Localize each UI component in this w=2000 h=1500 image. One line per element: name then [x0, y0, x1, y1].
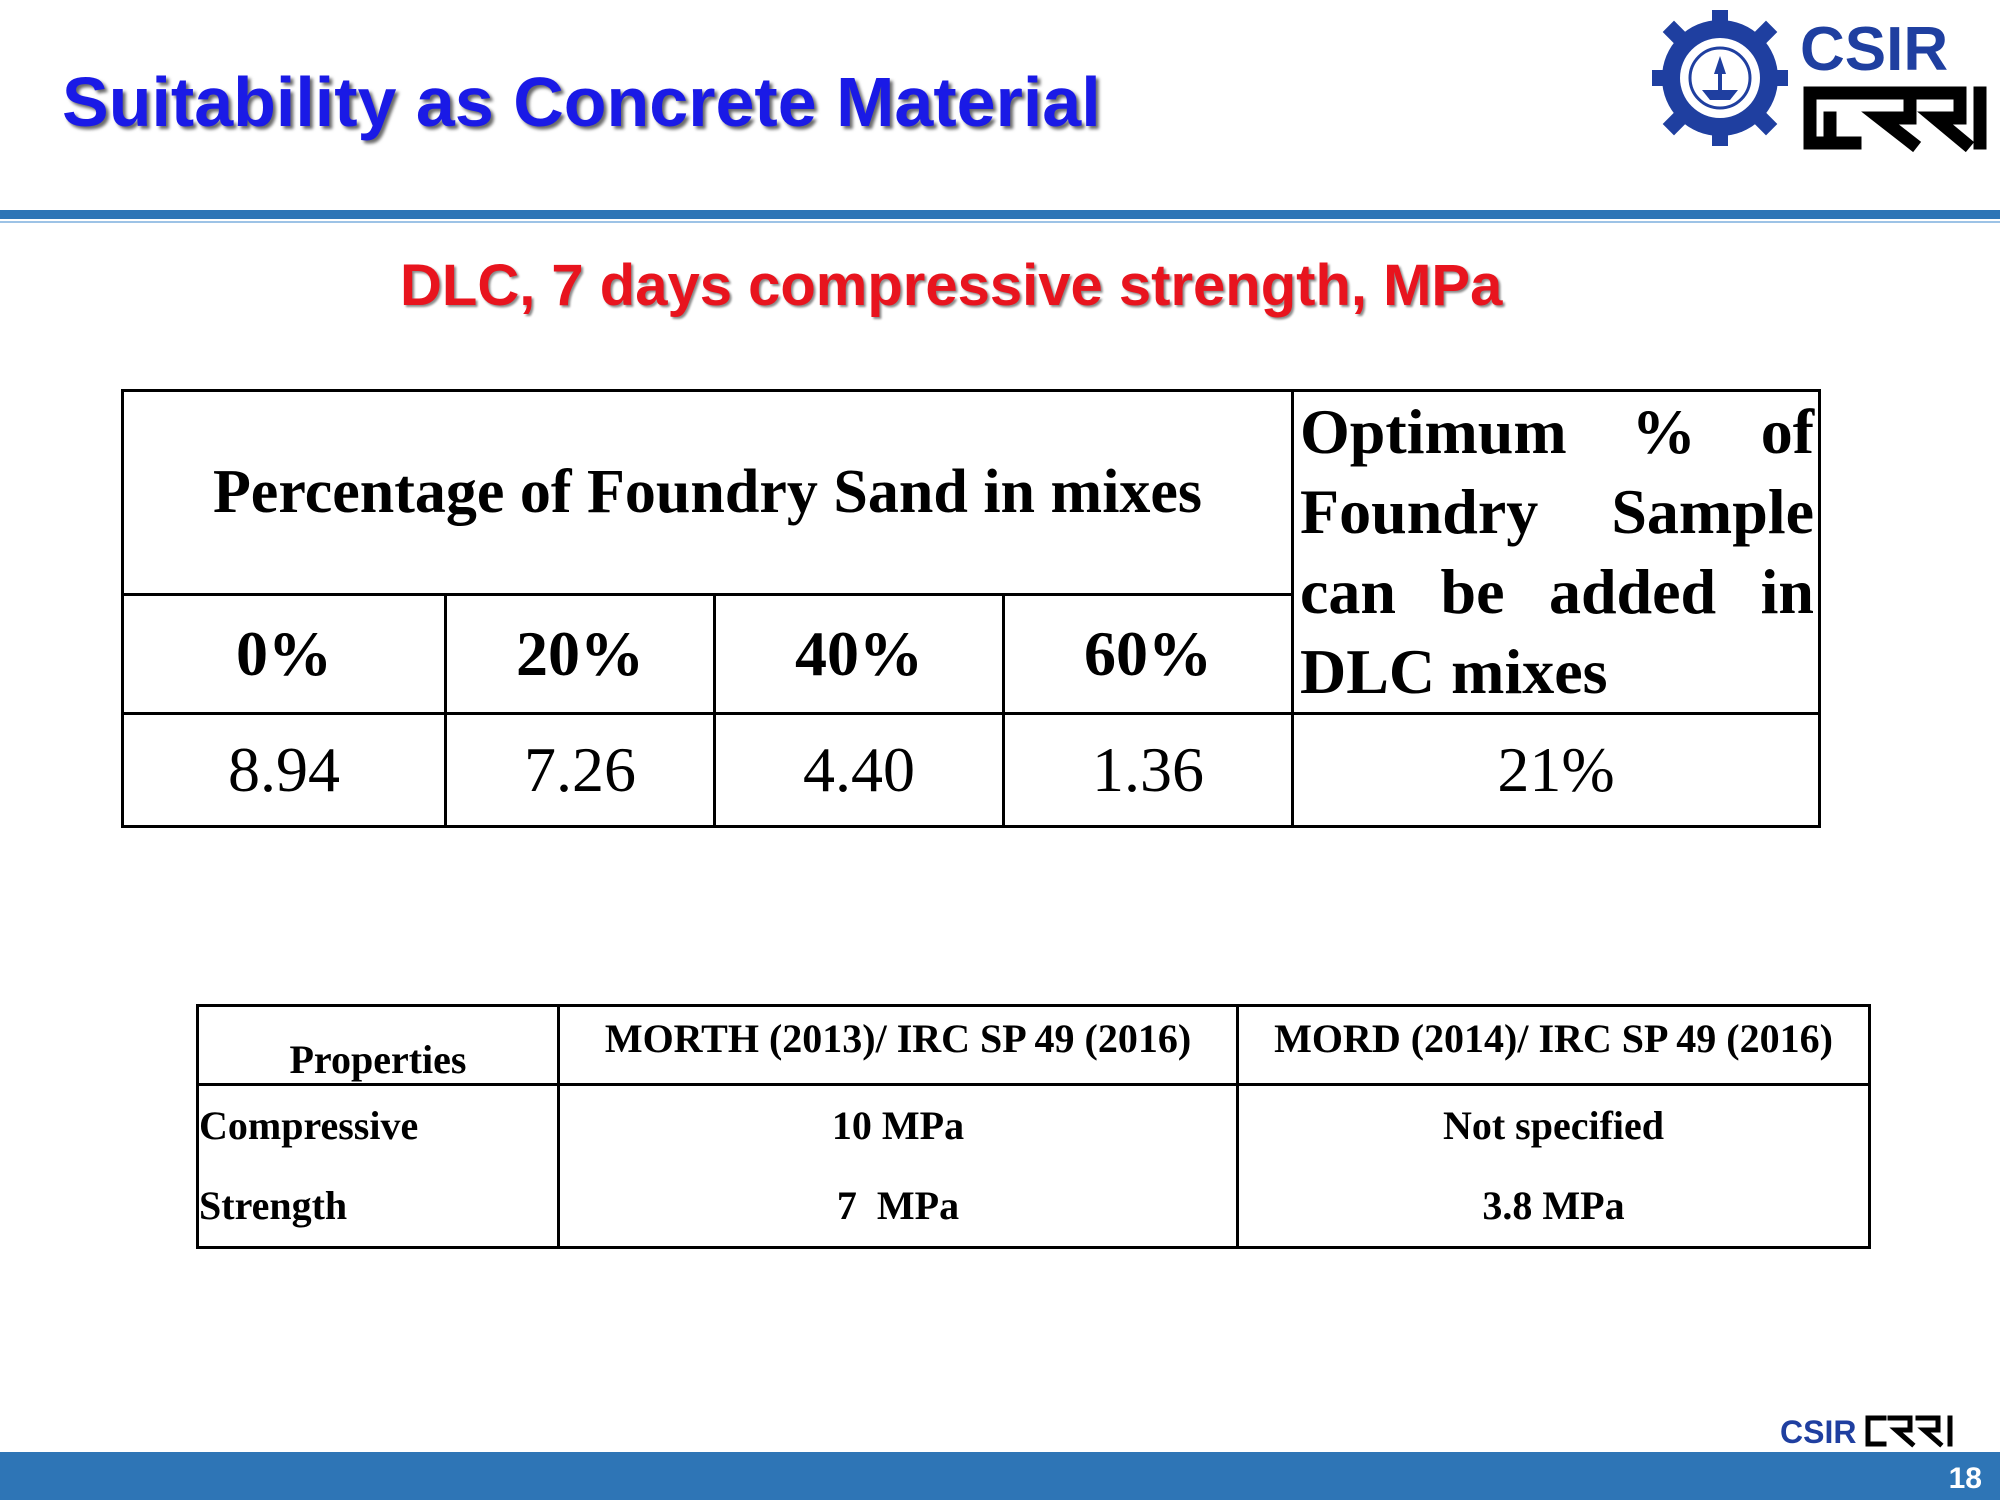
mord-header: MORD (2014)/ IRC SP 49 (2016): [1236, 1004, 1871, 1086]
strength-value-cell: 7.26: [444, 712, 716, 828]
crri-mark: [1803, 86, 1987, 153]
morth-value: 10 MPa: [831, 1103, 965, 1148]
properties-header: Properties: [196, 1004, 560, 1086]
property-line: Compressive: [199, 1103, 419, 1148]
strength-value-cell: 1.36: [1002, 712, 1294, 828]
morth-header: MORTH (2013)/ IRC SP 49 (2016): [557, 1004, 1239, 1086]
logo-text: CSIR: [1800, 15, 1948, 84]
strength-value-cell: 4.40: [713, 712, 1005, 828]
mord-value-cell: Not specified 3.8 MPa: [1236, 1083, 1871, 1249]
foundry-sand-header: Percentage of Foundry Sand in mixes: [121, 388, 1294, 597]
optimum-header-line: Foundry Sample: [1300, 476, 1814, 547]
slide-title: Suitability as Concrete Material: [62, 63, 1101, 141]
header-divider-thin: [0, 221, 2000, 223]
strength-table: Percentage of Foundry Sand in mixes Opti…: [121, 388, 1821, 828]
footer-bar: [0, 1452, 2000, 1500]
mord-value: Not specified: [1442, 1103, 1665, 1148]
optimum-header-line: DLC mixes: [1300, 636, 1608, 707]
morth-value: 7 MPa: [836, 1183, 960, 1228]
property-line: Strength: [199, 1183, 348, 1228]
percentage-cell: 40%: [713, 593, 1005, 715]
optimum-value-cell: 21%: [1291, 712, 1821, 828]
footer-logo-text: CSIR: [1780, 1414, 1856, 1450]
property-cell: Compressive Strength: [196, 1083, 560, 1249]
mord-value: 3.8 MPa: [1482, 1183, 1625, 1228]
morth-value-cell: 10 MPa 7 MPa: [557, 1083, 1239, 1249]
optimum-header-line: can be added in: [1300, 556, 1814, 627]
footer-logo: CSIR: [1780, 1414, 1953, 1450]
page-number: 18: [1948, 1462, 1982, 1495]
optimum-header: Optimum % of Foundry Sample can be added…: [1291, 389, 1821, 715]
strength-value-cell: 8.94: [121, 712, 447, 828]
percentage-cell: 0%: [121, 593, 447, 715]
percentage-cell: 60%: [1002, 593, 1294, 715]
percentage-cell: 20%: [444, 593, 716, 715]
optimum-header-line: Optimum % of: [1300, 396, 1814, 467]
header-divider: [0, 210, 2000, 219]
csir-crri-logo: CSIR: [1652, 10, 1987, 153]
specification-table: Properties MORTH (2013)/ IRC SP 49 (2016…: [196, 1004, 1871, 1249]
table-subtitle: DLC, 7 days compressive strength, MPa: [400, 253, 1503, 318]
gear-seal-icon: [1652, 10, 1788, 146]
